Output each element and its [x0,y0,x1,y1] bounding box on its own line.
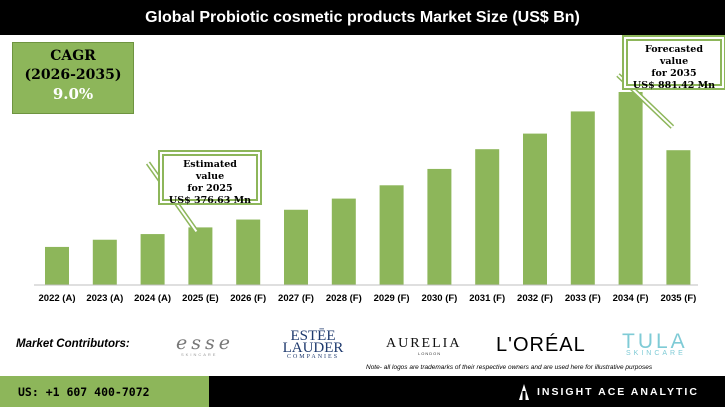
bar-2024-a [140,234,165,285]
footer-phone: US: +1 607 400-7072 [0,376,209,407]
estimated-line3: US$ 376.63 Mn [168,195,252,206]
estee-line3: COMPANIES [286,354,340,360]
estee-lauder-logo: ESTĒE LAUDER COMPANIES [271,328,355,361]
x-tick-label: 2031 (F) [469,293,505,304]
x-tick-label: 2027 (F) [278,293,314,304]
footer-brand-bar: INSIGHT ACE ANALYTIC [209,376,725,407]
bar-2029-f [379,185,404,285]
bar-2026-f [236,219,261,285]
chart-title: Global Probiotic cosmetic products Marke… [0,0,725,35]
bar-2023-a [92,239,117,285]
forecasted-line2: for 2035 [651,68,697,79]
bar-2034-f [618,92,643,285]
x-tick-label: 2024 (A) [134,293,171,304]
x-tick-label: 2029 (F) [374,293,410,304]
tula-logo-sub: SKINCARE [626,350,686,357]
x-tick-label: 2026 (F) [230,293,266,304]
x-tick-label: 2034 (F) [613,293,649,304]
bar-2032-f [523,133,547,285]
esse-logo-sub: SKINCARE [181,352,218,357]
bars-group [45,92,691,285]
footer-brand-name: INSIGHT ACE ANALYTIC [537,385,699,398]
estimated-line1: Estimated value [183,159,237,182]
estee-line1: ESTĒE [290,328,336,344]
x-tick-label: 2022 (A) [39,293,76,304]
x-tick-label: 2030 (F) [421,293,457,304]
esse-logo: esse [176,332,234,354]
insight-ace-logo-icon [519,383,529,400]
bar-2035-f [666,150,691,285]
cagr-box: CAGR (2026-2035) 9.0% [12,42,134,114]
market-contributors-label: Market Contributors: [16,338,130,350]
bar-2030-f [427,168,452,285]
aurelia-logo: AURELIA [386,336,462,351]
x-tick-label: 2028 (F) [326,293,362,304]
x-tick-label: 2032 (F) [517,293,553,304]
bar-2027-f [284,209,308,285]
bar-2025-e [188,227,213,285]
estimated-line2: for 2025 [187,183,233,194]
tula-logo: TULA [622,330,688,353]
x-tick-label: 2035 (F) [660,293,696,304]
bar-2028-f [331,198,356,285]
x-tick-label: 2023 (A) [86,293,123,304]
aurelia-logo-sub: LONDON [418,351,442,356]
cagr-value: 9.0% [52,85,94,103]
bar-2031-f [475,149,500,285]
loreal-logo: L'ORÉAL [496,334,586,356]
cagr-period: (2026-2035) [24,67,122,83]
trademark-note: Note- all logos are trademarks of their … [366,364,653,371]
estee-line2: LAUDER [282,340,344,356]
bar-2033-f [570,111,595,285]
cagr-label: CAGR [50,48,96,64]
forecasted-line1: Forecasted value [645,44,703,67]
forecasted-line3: US$ 881.42 Mn [632,80,716,91]
x-tick-labels: 2022 (A) 2023 (A) 2024 (A) 2025 (E) 2026 (F)… [39,293,697,304]
bar-chart: 2022 (A) 2023 (A) 2024 (A) 2025 (E) 2026 (F)… [34,73,698,304]
forecasted-value-callout: Forecasted value for 2035 US$ 881.42 Mn [626,39,722,91]
x-tick-label: 2033 (F) [565,293,601,304]
x-tick-label: 2025 (E) [182,293,218,304]
bar-2022-a [45,246,69,285]
estimated-value-callout: Estimated value for 2025 US$ 376.63 Mn [162,154,258,206]
